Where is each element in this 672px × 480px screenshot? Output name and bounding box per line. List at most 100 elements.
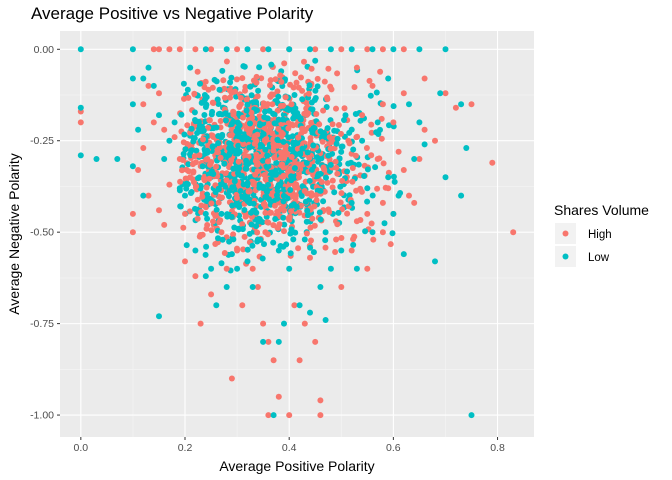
x-axis-title: Average Positive Polarity bbox=[219, 458, 374, 474]
data-point-low bbox=[226, 145, 233, 152]
data-point-low bbox=[285, 134, 292, 141]
data-point-low bbox=[390, 46, 397, 53]
x-tick-label: 0.2 bbox=[178, 442, 193, 454]
data-point-low bbox=[331, 189, 338, 196]
data-point-high bbox=[272, 76, 279, 83]
data-point-high bbox=[198, 202, 205, 209]
data-point-high bbox=[368, 220, 375, 227]
data-point-low bbox=[231, 178, 238, 185]
data-point-high bbox=[197, 320, 204, 327]
data-point-low bbox=[203, 243, 210, 250]
data-point-high bbox=[223, 177, 230, 184]
data-point-high bbox=[346, 140, 353, 147]
data-point-low bbox=[348, 46, 355, 53]
data-point-high bbox=[279, 173, 286, 180]
data-point-high bbox=[248, 109, 255, 116]
legend-title: Shares Volume bbox=[554, 202, 649, 218]
data-point-low bbox=[129, 163, 136, 170]
data-point-high bbox=[241, 233, 248, 240]
data-point-high bbox=[307, 135, 314, 141]
data-point-high bbox=[129, 210, 136, 217]
data-point-high bbox=[269, 101, 276, 108]
data-point-low bbox=[339, 143, 346, 150]
data-point-high bbox=[272, 202, 278, 209]
data-point-low bbox=[140, 75, 147, 82]
data-point-high bbox=[184, 122, 191, 129]
data-point-high bbox=[341, 105, 348, 112]
data-point-low bbox=[411, 156, 418, 162]
data-point-high bbox=[306, 154, 313, 161]
data-point-high bbox=[207, 161, 213, 168]
data-point-high bbox=[215, 199, 222, 206]
data-point-high bbox=[279, 161, 286, 168]
data-point-low bbox=[381, 220, 388, 227]
data-point-high bbox=[193, 183, 200, 190]
data-point-low bbox=[183, 242, 190, 249]
data-point-high bbox=[452, 104, 459, 111]
data-point-high bbox=[278, 150, 285, 157]
data-point-low bbox=[177, 203, 184, 210]
data-point-high bbox=[230, 231, 237, 238]
data-point-high bbox=[208, 46, 215, 53]
data-point-high bbox=[292, 70, 299, 77]
data-point-high bbox=[278, 155, 285, 162]
data-point-low bbox=[284, 106, 291, 113]
data-point-high bbox=[290, 193, 297, 200]
data-point-low bbox=[240, 63, 247, 70]
data-point-low bbox=[273, 159, 280, 166]
data-point-low bbox=[275, 116, 282, 123]
data-point-high bbox=[364, 46, 371, 53]
data-point-high bbox=[263, 135, 270, 142]
data-point-low bbox=[364, 166, 371, 173]
data-point-high bbox=[432, 137, 438, 144]
data-point-low bbox=[442, 46, 449, 53]
data-point-low bbox=[262, 108, 268, 115]
data-point-low bbox=[335, 209, 342, 216]
legend: Shares Volume High Low bbox=[554, 202, 649, 267]
data-point-low bbox=[291, 165, 298, 172]
data-point-low bbox=[222, 183, 229, 190]
data-point-high bbox=[156, 207, 162, 214]
data-point-low bbox=[178, 111, 185, 118]
data-point-high bbox=[296, 357, 303, 364]
data-point-high bbox=[182, 210, 188, 217]
data-point-low bbox=[361, 173, 368, 179]
data-point-high bbox=[194, 215, 201, 222]
data-point-high bbox=[378, 135, 385, 142]
data-point-low bbox=[389, 230, 396, 237]
data-point-low bbox=[215, 140, 222, 147]
data-point-high bbox=[221, 94, 228, 101]
data-point-low bbox=[374, 119, 381, 126]
data-point-high bbox=[228, 375, 235, 382]
data-point-low bbox=[274, 192, 280, 199]
data-point-high bbox=[145, 192, 152, 199]
data-point-high bbox=[322, 244, 329, 251]
data-point-low bbox=[260, 338, 267, 345]
data-point-low bbox=[270, 412, 277, 419]
data-point-high bbox=[243, 96, 250, 103]
data-point-high bbox=[210, 218, 216, 225]
data-point-high bbox=[274, 208, 281, 215]
data-point-high bbox=[288, 101, 295, 108]
data-point-high bbox=[328, 86, 335, 93]
data-point-high bbox=[166, 46, 173, 53]
data-point-low bbox=[184, 86, 191, 93]
data-point-low bbox=[353, 265, 360, 272]
data-point-low bbox=[204, 147, 211, 154]
data-point-high bbox=[338, 130, 344, 137]
data-point-high bbox=[267, 93, 274, 100]
data-point-low bbox=[210, 171, 217, 177]
data-point-low bbox=[218, 260, 225, 267]
data-point-high bbox=[368, 121, 375, 128]
data-point-low bbox=[385, 75, 392, 82]
data-point-high bbox=[204, 222, 211, 228]
data-point-high bbox=[217, 217, 224, 224]
data-point-high bbox=[293, 184, 300, 191]
data-point-low bbox=[77, 46, 84, 53]
data-point-low bbox=[291, 92, 298, 98]
data-point-high bbox=[416, 156, 423, 162]
data-point-low bbox=[192, 118, 199, 125]
data-point-high bbox=[288, 208, 295, 215]
data-point-high bbox=[321, 78, 328, 85]
data-point-low bbox=[249, 242, 256, 249]
